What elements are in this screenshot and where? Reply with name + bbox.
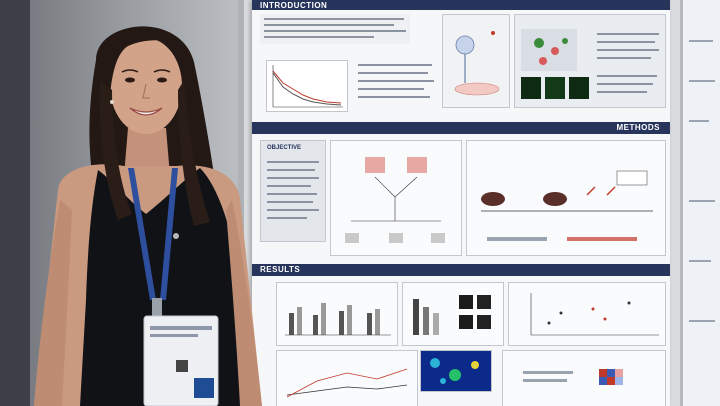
wall-panel (0, 0, 30, 406)
results-bars-graphic-2 (413, 295, 491, 335)
intro-chart-graphic (272, 65, 343, 108)
nose (142, 83, 150, 99)
smile (129, 107, 163, 116)
intro-bullets (356, 60, 436, 108)
woman-presenter (34, 26, 262, 406)
objective-box: OBJECTIVE (260, 140, 326, 242)
results-line-graphic (286, 368, 408, 398)
results-line-chart (276, 350, 418, 406)
mouse-timeline-graphic (481, 170, 653, 241)
lanyard-left (128, 168, 156, 300)
results-heatmap-panel (502, 350, 666, 406)
intro-neuron-diagram (442, 14, 510, 108)
badge-clip (152, 298, 162, 318)
right-arm (226, 200, 262, 406)
results-bars-graphic-1 (285, 303, 391, 336)
flowchart-lines (345, 176, 445, 243)
hair-strand-left (99, 80, 132, 220)
micrograph-2 (545, 77, 565, 99)
hair-strand-right (178, 80, 210, 226)
results-bar-chart-1 (276, 282, 398, 346)
adjacent-poster (680, 0, 720, 406)
intro-text-block (260, 14, 410, 44)
neuron-graphic (454, 31, 500, 96)
results-bar-chart-2 (402, 282, 504, 346)
micrograph-1 (521, 77, 541, 99)
lanyard-right (160, 168, 178, 300)
intro-image-panel (514, 14, 666, 108)
left-arm (34, 200, 72, 406)
plate-1 (365, 157, 385, 173)
heatmap-graphic (430, 358, 479, 384)
results-scatter-graphic (530, 293, 659, 336)
microscopy-heatmap (420, 350, 492, 392)
neck (124, 128, 170, 176)
earring (110, 100, 114, 104)
name-badge (143, 315, 219, 406)
research-poster: INTRODUCTION (252, 0, 670, 406)
results-heatmap-graphic (523, 369, 623, 385)
methods-header: METHODS (252, 122, 670, 134)
plate-2 (407, 157, 427, 173)
left-eye (125, 77, 135, 83)
right-eye (157, 77, 167, 83)
results-label: RESULTS (260, 265, 301, 274)
intro-line-chart (266, 60, 348, 112)
animal-timeline (466, 140, 666, 256)
methods-label: METHODS (616, 123, 660, 132)
badge-qr-code (176, 360, 188, 372)
results-header: RESULTS (252, 264, 670, 276)
results-scatter-chart (508, 282, 666, 346)
cell-image (521, 29, 577, 71)
introduction-label: INTRODUCTION (260, 1, 328, 10)
introduction-header: INTRODUCTION (252, 0, 670, 10)
micrograph-3 (569, 77, 589, 99)
objective-label: OBJECTIVE (267, 145, 302, 151)
methods-flowchart (330, 140, 462, 256)
